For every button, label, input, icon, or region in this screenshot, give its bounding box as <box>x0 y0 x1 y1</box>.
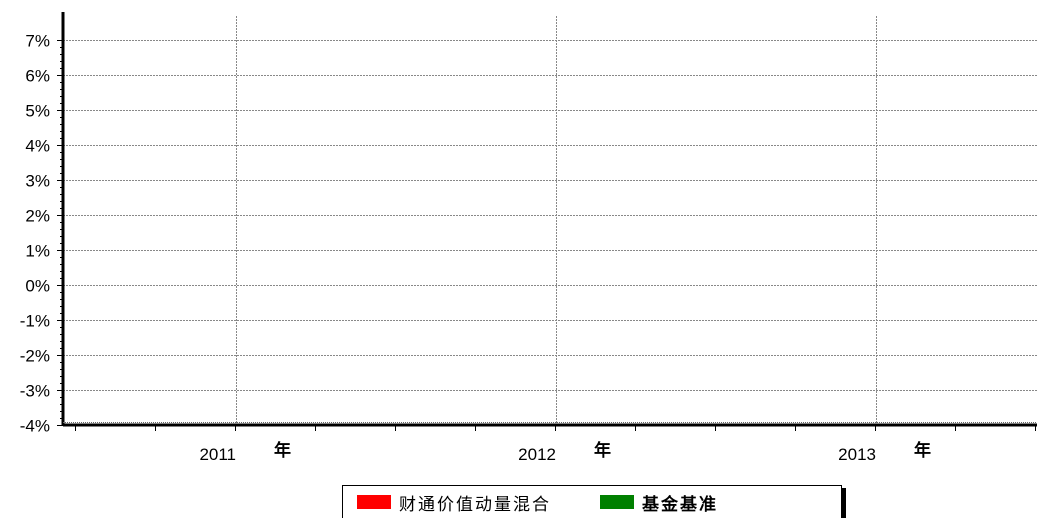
legend-label-benchmark: 基金基准 <box>642 494 718 515</box>
legend-swatch-fund <box>357 495 393 511</box>
x-tick-label-year: 2013 <box>838 445 876 464</box>
legend-item-fund: 财通价值动量混合 <box>357 491 551 515</box>
x-tick-label-year: 2011 <box>199 445 236 464</box>
y-tick-label: 1% <box>25 242 50 261</box>
legend: 财通价值动量混合 基金基准 <box>342 485 842 518</box>
axes <box>61 12 1037 427</box>
y-tick-label: 2% <box>25 207 50 226</box>
legend-item-benchmark: 基金基准 <box>600 491 718 515</box>
y-tick-label: -3% <box>20 382 50 401</box>
x-tick-label-year: 2012 <box>518 445 556 464</box>
y-tick-label: -4% <box>20 417 50 436</box>
x-tick-label-unit: 年 <box>274 440 291 460</box>
y-tick-label: 6% <box>25 67 50 86</box>
grid-lines <box>63 16 1037 425</box>
legend-label-fund: 财通价值动量混合 <box>399 494 551 515</box>
y-tick-label: -2% <box>20 347 50 366</box>
x-axis-ticks: 2011 年 2012 年 2013 年 <box>75 425 1036 464</box>
y-tick-label: 4% <box>25 137 50 156</box>
y-axis-ticks: 7% 6% 5% 4% 3% 2% 1% 0% -1% -2% -3% -4% <box>20 32 63 436</box>
legend-swatch-benchmark <box>600 495 636 511</box>
y-tick-label: 7% <box>25 32 50 51</box>
legend-shadow <box>842 488 846 518</box>
y-tick-label: 5% <box>25 102 50 121</box>
x-tick-label-unit: 年 <box>594 440 611 460</box>
y-tick-label: 0% <box>25 277 50 296</box>
y-tick-label: 3% <box>25 172 50 191</box>
chart-svg: 7%6%5%4%3%2%1%0%-1%-2%-3%-4% 2011 年 2012 年 2… <box>20 12 1037 464</box>
y-tick-label: -1% <box>20 312 50 331</box>
x-tick-label-unit: 年 <box>914 440 931 460</box>
